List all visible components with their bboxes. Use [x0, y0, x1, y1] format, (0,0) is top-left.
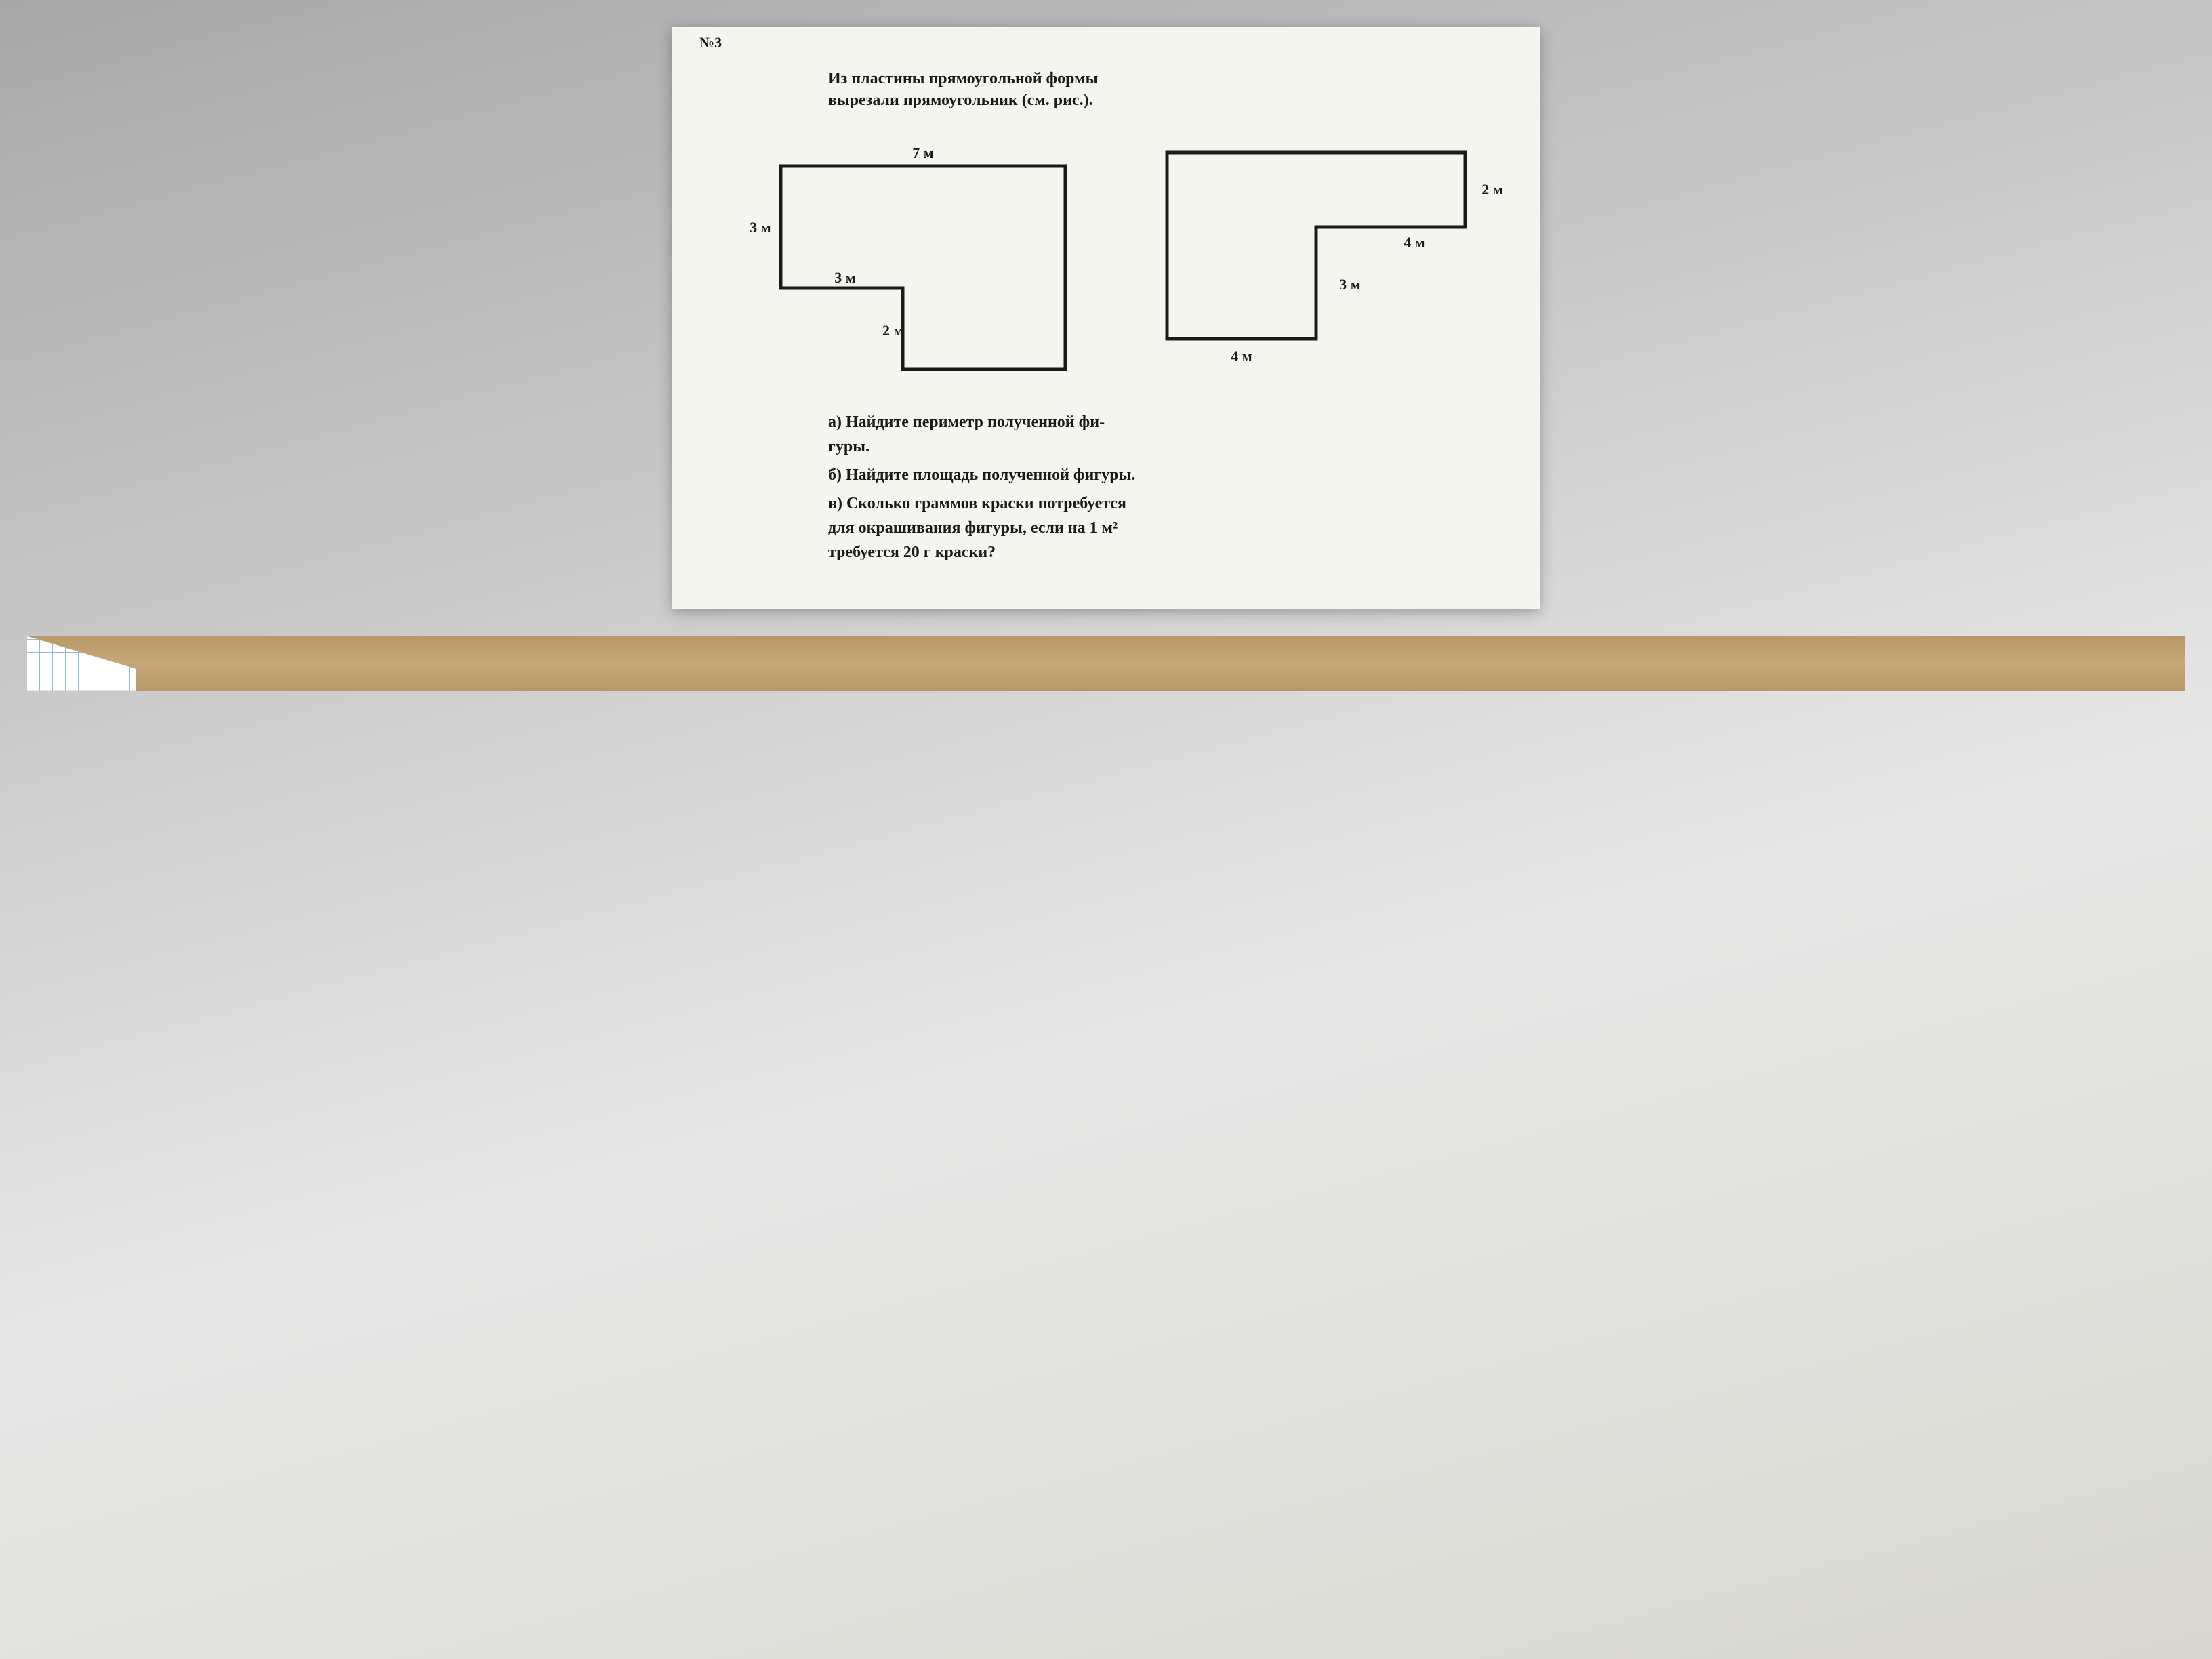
- figure-2-svg: 2 м 4 м 3 м 4 м: [1147, 132, 1526, 376]
- question-c: в) Сколько граммов краски потребуется дл…: [828, 491, 1499, 565]
- fig2-label-bottom: 4 м: [1231, 348, 1252, 365]
- problem-statement: Из пластины прямоугольной формы вырезали…: [828, 68, 1499, 112]
- figure-1: 7 м 3 м 3 м 2 м: [740, 132, 1106, 383]
- figure-2: 2 м 4 м 3 м 4 м: [1147, 132, 1526, 376]
- statement-line-2: вырезали прямоугольник (см. рис.).: [828, 91, 1093, 109]
- questions-block: а) Найдите периметр полученной фи- гуры.…: [828, 410, 1499, 565]
- figure-1-outline: [781, 166, 1065, 369]
- task-number: №3: [699, 34, 722, 52]
- fig1-label-left: 3 м: [750, 219, 771, 236]
- figures-container: 7 м 3 м 3 м 2 м 2 м 4 м 3 м 4 м: [740, 132, 1499, 383]
- fig2-label-right: 2 м: [1481, 181, 1503, 198]
- fig1-label-notch-h: 3 м: [834, 269, 856, 286]
- question-b: б) Найдите площадь полученной фигуры.: [828, 463, 1499, 487]
- fig2-label-notch-side: 3 м: [1339, 276, 1361, 293]
- q-c-line2: для окрашивания фигуры, если на 1 м²: [828, 519, 1118, 537]
- q-c-line3: требуется 20 г краски?: [828, 544, 996, 561]
- worksheet-page: №3 Из пластины прямоугольной формы вырез…: [672, 27, 1540, 609]
- question-a: а) Найдите периметр полученной фи- гуры.: [828, 410, 1499, 459]
- fig2-label-notch-top: 4 м: [1404, 234, 1425, 251]
- fig1-label-top: 7 м: [912, 144, 934, 161]
- q-a-line2: гуры.: [828, 438, 869, 455]
- figure-1-svg: 7 м 3 м 3 м 2 м: [740, 132, 1106, 383]
- notebook-corner: [27, 636, 136, 691]
- q-a-line1: а) Найдите периметр полученной фи-: [828, 413, 1105, 431]
- q-c-line1: в) Сколько граммов краски потребуется: [828, 495, 1126, 512]
- statement-line-1: Из пластины прямоугольной формы: [828, 70, 1098, 87]
- fig1-label-notch-v: 2 м: [882, 322, 904, 339]
- desk-surface: [27, 636, 2185, 691]
